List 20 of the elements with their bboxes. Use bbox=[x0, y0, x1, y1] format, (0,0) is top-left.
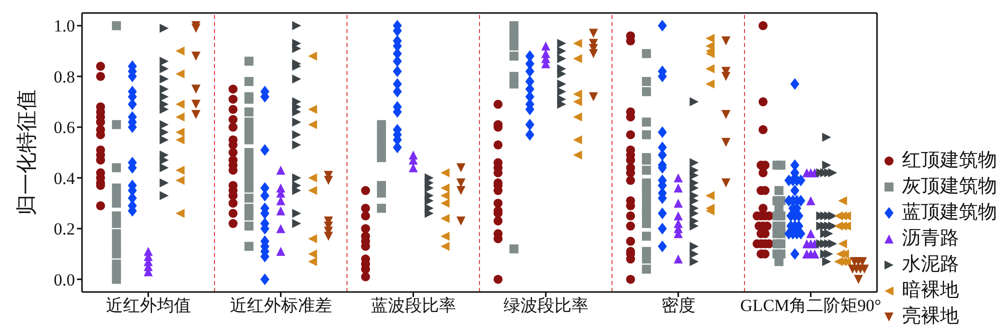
legend-label: 亮裸地 bbox=[902, 305, 959, 329]
y-axis-title: 归一化特征值 bbox=[14, 90, 38, 216]
x-tick-label: 绿波段比率 bbox=[503, 296, 588, 316]
legend-label: 蓝顶建筑物 bbox=[902, 201, 997, 225]
legend-label: 红顶建筑物 bbox=[902, 149, 997, 173]
legend-label: 暗裸地 bbox=[902, 279, 959, 303]
y-tick-label: 0.0 bbox=[54, 270, 75, 290]
y-tick-label: 0.4 bbox=[54, 168, 76, 188]
legend-label: 灰顶建筑物 bbox=[902, 175, 997, 199]
y-tick-label: 0.8 bbox=[54, 67, 75, 86]
y-tick-label: 0.2 bbox=[54, 220, 75, 239]
y-tick-label: 1.0 bbox=[54, 16, 75, 36]
legend-label: 水泥路 bbox=[902, 253, 959, 277]
x-tick-label: 蓝波段比率 bbox=[370, 296, 456, 316]
x-tick-label: 密度 bbox=[661, 296, 696, 316]
x-tick-label: 近红外标准差 bbox=[230, 296, 332, 316]
x-tick-label: GLCM角二阶矩90° bbox=[740, 296, 882, 316]
legend-label: 沥青路 bbox=[902, 227, 959, 251]
x-tick-label: 近红外均值 bbox=[106, 296, 191, 316]
y-tick-label: 0.6 bbox=[54, 118, 75, 138]
